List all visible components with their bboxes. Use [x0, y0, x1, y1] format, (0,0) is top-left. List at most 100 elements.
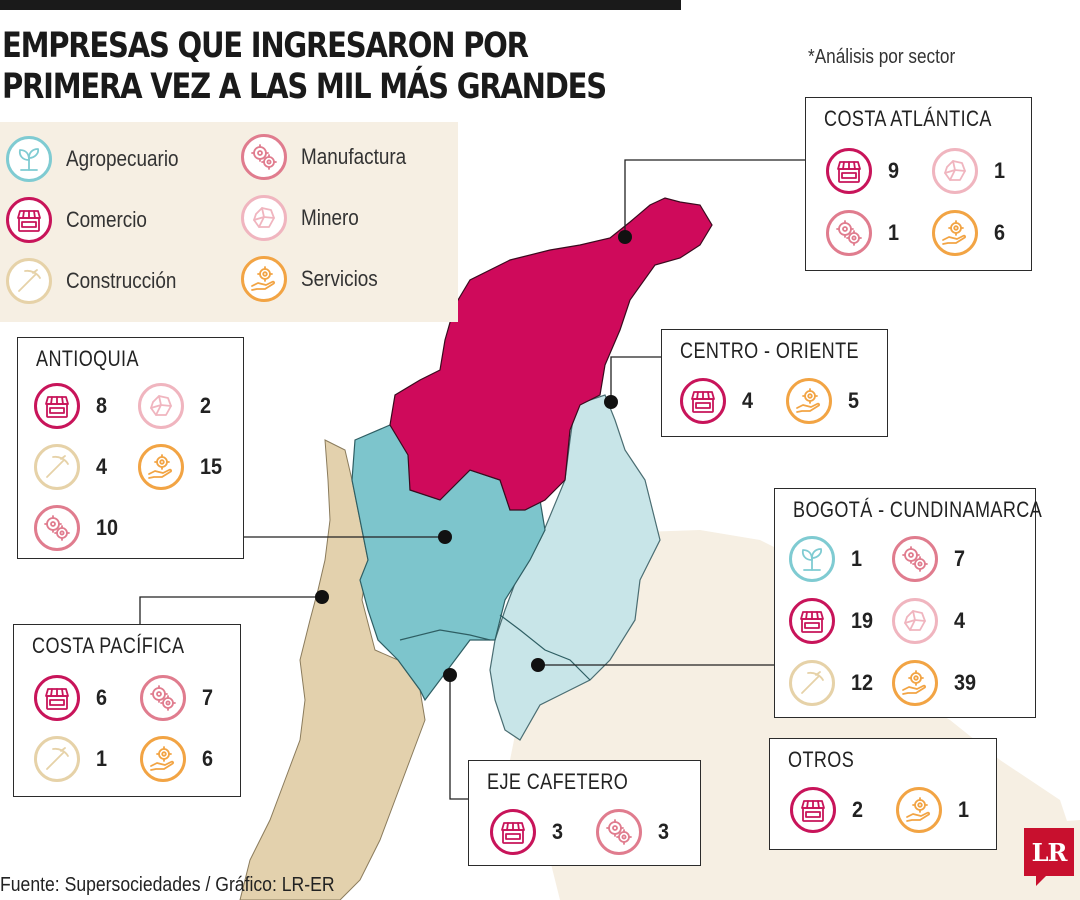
hand-gear-icon [896, 787, 942, 833]
region-box-antioquia: ANTIOQUIA 8 2 4 15 10 [17, 337, 244, 559]
sector-cell: 12 [789, 660, 875, 706]
map-dot-costa-pacifica [315, 590, 329, 604]
map-region-costa-atlantica [389, 197, 713, 511]
storefront-icon [789, 598, 835, 644]
sector-cell: 19 [789, 598, 875, 644]
title-line-2: PRIMERA VEZ A LAS MIL MÁS GRANDES [2, 67, 607, 107]
map-border-eje-cafetero [399, 614, 591, 681]
hand-gear-icon [892, 660, 938, 706]
legend-item-construccion: Construcción [6, 258, 194, 304]
sector-cell: 1 [896, 787, 970, 833]
sector-count: 4 [742, 388, 754, 413]
sector-cell: 2 [790, 787, 864, 833]
storefront-icon [790, 787, 836, 833]
sector-count: 9 [888, 158, 900, 183]
legend-label: Agropecuario [66, 146, 179, 171]
mineral-rock-icon [892, 598, 938, 644]
sector-count: 2 [852, 797, 864, 822]
source-credit: Fuente: Supersociedades / Gráfico: LR-ER [0, 874, 335, 896]
region-title: CENTRO - ORIENTE [680, 338, 859, 363]
sector-cell: 4 [892, 598, 966, 644]
region-title: COSTA PACÍFICA [32, 633, 185, 658]
gears-icon [596, 809, 642, 855]
region-box-bogota-cundinamarca: BOGOTÁ - CUNDINAMARCA 1 7 19 4 12 39 [774, 488, 1042, 718]
legend-label: Servicios [301, 266, 378, 291]
sprout-icon [6, 136, 52, 182]
sector-cell: 1 [789, 536, 863, 582]
sector-count: 1 [994, 158, 1006, 183]
sector-cell: 39 [892, 660, 978, 706]
sector-count: 39 [954, 670, 977, 695]
legend-label: Construcción [66, 268, 177, 293]
sector-count: 5 [848, 388, 860, 413]
region-title: OTROS [788, 747, 855, 772]
legend-label: Manufactura [301, 144, 407, 169]
sector-cell: 7 [140, 675, 214, 721]
mineral-rock-icon [138, 383, 184, 429]
sector-count: 10 [96, 515, 119, 540]
sector-count: 7 [202, 685, 214, 710]
storefront-icon [34, 383, 80, 429]
gears-icon [34, 505, 80, 551]
storefront-icon [6, 197, 52, 243]
map-dot-bogota [531, 658, 545, 672]
leader-line-costa-pacifica [139, 596, 322, 624]
storefront-icon [826, 148, 872, 194]
leader-line-eje-cafetero [449, 675, 468, 800]
sector-count: 2 [200, 393, 212, 418]
legend-item-agropecuario: Agropecuario [6, 136, 197, 182]
map-dot-centro-oriente [604, 395, 618, 409]
gears-icon [892, 536, 938, 582]
sector-count: 6 [96, 685, 108, 710]
map-dot-costa-atlantica [618, 230, 632, 244]
sector-count: 12 [851, 670, 874, 695]
pickaxe-icon [34, 444, 80, 490]
map-dot-eje-cafetero [443, 668, 457, 682]
sprout-icon [789, 536, 835, 582]
hand-gear-icon [786, 378, 832, 424]
sector-cell: 5 [786, 378, 860, 424]
region-title: EJE CAFETERO [487, 769, 629, 794]
lr-logo: LR [1024, 828, 1074, 876]
legend-item-minero: Minero [241, 195, 368, 241]
gears-icon [826, 210, 872, 256]
sector-cell: 4 [680, 378, 754, 424]
map-dot-antioquia [438, 530, 452, 544]
hand-gear-icon [140, 736, 186, 782]
top-rule [0, 0, 681, 10]
legend-label: Comercio [66, 207, 147, 232]
sector-cell: 6 [932, 210, 1006, 256]
sector-cell: 6 [140, 736, 214, 782]
title-line-1: EMPRESAS QUE INGRESARON POR [2, 26, 529, 66]
sector-count: 8 [96, 393, 108, 418]
sector-note: *Análisis por sector [808, 46, 956, 68]
legend-item-servicios: Servicios [241, 256, 390, 302]
region-box-costa-atlantica: COSTA ATLÁNTICA 9 1 1 6 [805, 97, 1032, 271]
sector-cell: 6 [34, 675, 108, 721]
region-title: BOGOTÁ - CUNDINAMARCA [793, 497, 1043, 522]
sector-legend: Agropecuario Comercio Construcción Manuf… [0, 122, 458, 322]
region-box-eje-cafetero: EJE CAFETERO 3 3 [468, 760, 701, 866]
sector-cell: 3 [490, 809, 564, 855]
sector-cell: 1 [34, 736, 108, 782]
legend-item-manufactura: Manufactura [241, 134, 423, 180]
hand-gear-icon [241, 256, 287, 302]
sector-count: 15 [200, 454, 223, 479]
hand-gear-icon [932, 210, 978, 256]
pickaxe-icon [789, 660, 835, 706]
hand-gear-icon [138, 444, 184, 490]
sector-count: 6 [994, 220, 1006, 245]
sector-count: 1 [958, 797, 970, 822]
sector-cell: 10 [34, 505, 120, 551]
sector-cell: 8 [34, 383, 108, 429]
pickaxe-icon [34, 736, 80, 782]
sector-count: 19 [851, 608, 874, 633]
sector-cell: 15 [138, 444, 224, 490]
region-title: ANTIOQUIA [36, 346, 139, 371]
sector-cell: 4 [34, 444, 108, 490]
sector-cell: 1 [826, 210, 900, 256]
leader-line-costa-atlantica [624, 159, 806, 237]
storefront-icon [490, 809, 536, 855]
sector-cell: 3 [596, 809, 670, 855]
sector-count: 1 [96, 746, 108, 771]
